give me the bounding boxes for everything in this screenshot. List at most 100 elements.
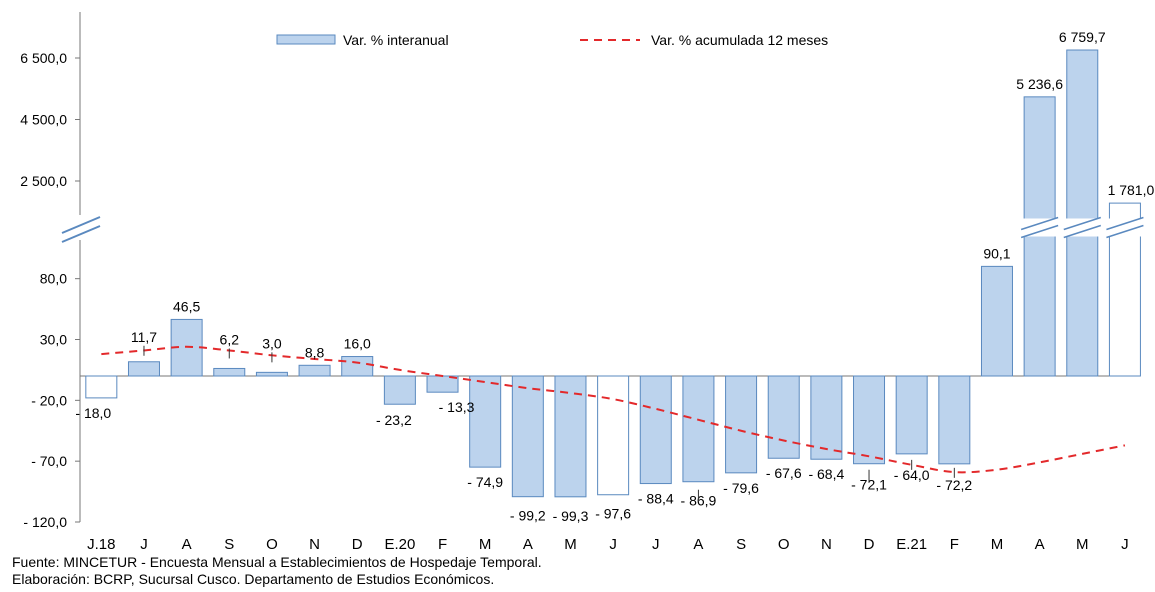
legend-label-bar: Var. % interanual [343, 32, 449, 48]
y-tick-label: 30,0 [40, 332, 67, 348]
bar [511, 375, 544, 498]
axis-break-mark [61, 225, 101, 243]
x-tick-label: J [140, 536, 148, 553]
data-label: 1 781,0 [1108, 182, 1155, 198]
x-tick-label: E.20 [384, 536, 415, 553]
elaboration-note: Elaboración: BCRP, Sucursal Cusco. Depar… [12, 571, 495, 587]
bar [127, 361, 160, 377]
data-label: - 13,3 [439, 399, 475, 415]
x-tick-label: F [438, 536, 447, 553]
bar-upper [1023, 96, 1056, 222]
data-label: - 72,1 [851, 477, 887, 493]
data-label: 46,5 [173, 298, 200, 314]
x-tick-label: S [736, 536, 746, 553]
data-label: - 64,0 [894, 467, 930, 483]
bar-break-mark [1063, 224, 1102, 239]
bar [298, 364, 331, 377]
data-label: - 67,6 [766, 465, 802, 481]
y-tick-label: - 120,0 [23, 514, 67, 530]
x-tick-label: F [950, 536, 959, 553]
bar [85, 375, 118, 399]
x-tick-label: A [1035, 536, 1045, 553]
bar [853, 375, 886, 465]
x-tick-label: M [479, 536, 492, 553]
bar [213, 367, 246, 377]
x-tick-label: M [564, 536, 577, 553]
x-tick-label: A [693, 536, 703, 553]
bar-lower [1066, 233, 1099, 377]
bar [725, 375, 758, 474]
x-tick-label: N [309, 536, 320, 553]
bar-break-mark [1020, 216, 1059, 231]
x-tick-label: A [182, 536, 192, 553]
y-tick-label: 4 500,0 [20, 112, 67, 128]
bar-lower [1108, 233, 1141, 377]
x-tick-label: M [991, 536, 1004, 553]
data-label: 11,7 [131, 329, 157, 345]
bar-break-gap [1023, 218, 1057, 237]
bar [554, 375, 587, 498]
bar-break-mark [1106, 216, 1144, 231]
bar [895, 375, 928, 455]
source-note: Fuente: MINCETUR - Encuesta Mensual a Es… [12, 554, 542, 570]
data-label: - 68,4 [808, 466, 844, 482]
x-tick-label: J [652, 536, 660, 553]
bar-break-mark [1020, 224, 1059, 239]
data-label: - 74,9 [467, 474, 503, 490]
bar [341, 356, 374, 377]
bar-break-gap [1108, 218, 1142, 237]
bar [639, 375, 672, 485]
data-label: - 99,3 [553, 508, 589, 524]
x-tick-label: O [266, 536, 278, 553]
bar-break-mark [1063, 216, 1102, 231]
legend: Var. % interanual Var. % acumulada 12 mes… [276, 32, 828, 48]
y-tick-label: - 20,0 [31, 392, 67, 408]
y-tick-label: 80,0 [40, 271, 67, 287]
bar [980, 265, 1013, 377]
x-tick-label: J [609, 536, 617, 553]
y-tick-label: - 70,0 [31, 453, 67, 469]
bar-upper [1108, 202, 1141, 222]
x-tick-label: M [1076, 536, 1089, 553]
bar [767, 375, 800, 459]
x-tick-label: S [224, 536, 234, 553]
data-label: 8,8 [305, 344, 325, 360]
x-tick-label: N [821, 536, 832, 553]
data-label: - 72,2 [936, 477, 972, 493]
y-tick-label: 2 500,0 [20, 173, 67, 189]
data-label: - 79,6 [723, 480, 759, 496]
bar [938, 375, 971, 465]
data-label: - 88,4 [638, 491, 674, 507]
data-label: 16,0 [344, 336, 371, 352]
data-label: 3,0 [262, 335, 282, 351]
bar [469, 375, 502, 468]
data-label: - 97,6 [595, 506, 631, 522]
bar [597, 375, 630, 496]
bar [810, 375, 843, 460]
data-label: 90,1 [983, 245, 1010, 261]
data-labels: - 18,0 11,7 46,5 6,2 3,0 8,8 16,0 - 23,2 - 13,3 -… [75, 29, 1154, 524]
data-label: 5 236,6 [1016, 76, 1063, 92]
data-label: - 23,2 [376, 412, 412, 428]
axis-break-mark [61, 216, 101, 234]
x-tick-label: D [864, 536, 875, 553]
bar [682, 375, 715, 483]
data-label: - 18,0 [75, 405, 111, 421]
bar-series [85, 49, 1144, 498]
legend-swatch-bar [276, 34, 336, 45]
x-tick-label: A [523, 536, 533, 553]
x-tick-label: D [352, 536, 363, 553]
bar-break-gap [1065, 218, 1099, 237]
data-label: 6,2 [220, 331, 240, 347]
x-tick-label: J.18 [87, 536, 115, 553]
data-label: 6 759,7 [1059, 29, 1106, 45]
bar [383, 375, 416, 405]
data-label: - 99,2 [510, 508, 546, 524]
bar [255, 371, 288, 377]
y-tick-label: 6 500,0 [20, 50, 67, 66]
bar-lower [1023, 233, 1056, 377]
x-tick-label: O [778, 536, 790, 553]
bar-break-mark [1106, 224, 1144, 239]
legend-label-line: Var. % acumulada 12 meses [651, 32, 828, 48]
